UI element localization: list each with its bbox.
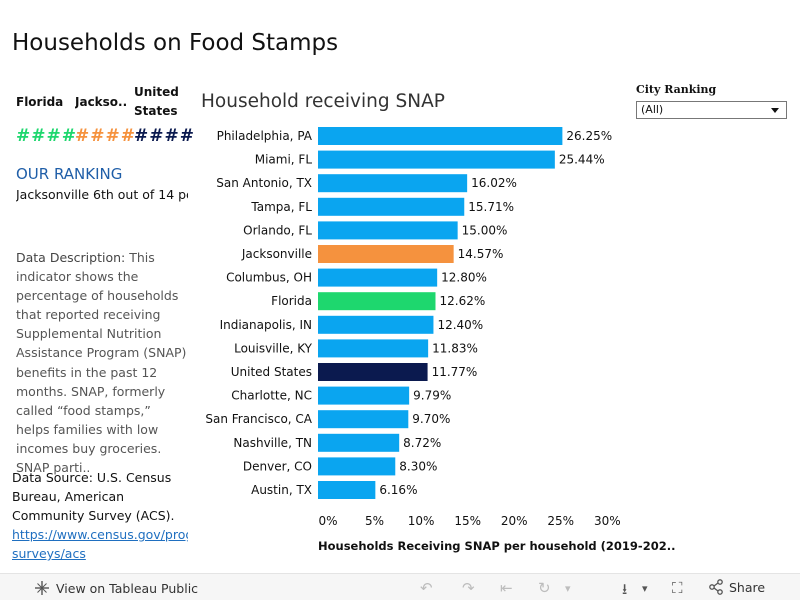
bar-austin-tx[interactable] bbox=[318, 481, 376, 499]
category-label-jacksonville: Jacksonville bbox=[241, 247, 312, 261]
x-tick-label-1: 5% bbox=[365, 514, 384, 528]
category-label-san-francisco-ca: San Francisco, CA bbox=[205, 412, 312, 426]
category-label-nashville-tn: Nashville, TN bbox=[233, 436, 312, 450]
x-tick-label-5: 25% bbox=[547, 514, 574, 528]
bar-san-francisco-ca[interactable] bbox=[318, 410, 409, 429]
city-ranking-dropdown[interactable]: (All) bbox=[636, 101, 787, 119]
value-label-louisville-ky: 11.83% bbox=[432, 341, 478, 355]
value-label-orlando-fl: 15.00% bbox=[462, 223, 508, 237]
value-label-san-antonio-tx: 16.02% bbox=[471, 176, 517, 190]
legend-jacksonville-value: #### bbox=[75, 126, 136, 146]
legend-florida-label: Florida bbox=[16, 95, 64, 109]
download-icon[interactable]: ⭳ bbox=[622, 580, 628, 598]
category-label-columbus-oh: Columbus, OH bbox=[226, 271, 312, 285]
undo-icon[interactable]: ↶ bbox=[420, 579, 433, 597]
snap-bar-chart: Philadelphia, PA 26.25% Miami, FL 25.44% San… bbox=[205, 127, 675, 553]
bar-tampa-fl[interactable] bbox=[318, 197, 465, 216]
category-label-tampa-fl: Tampa, FL bbox=[250, 200, 312, 214]
category-label-orlando-fl: Orlando, FL bbox=[243, 223, 312, 237]
download-dropdown-icon[interactable]: ▾ bbox=[642, 582, 648, 595]
data-source-link-line2[interactable]: surveys/acs bbox=[12, 546, 86, 561]
bar-denver-co[interactable] bbox=[318, 457, 396, 476]
value-label-jacksonville: 14.57% bbox=[458, 247, 504, 261]
category-label-indianapolis-in: Indianapolis, IN bbox=[220, 318, 312, 332]
x-tick-label-3: 15% bbox=[454, 514, 481, 528]
data-description: Data Description: This indicator shows t… bbox=[16, 248, 188, 477]
category-label-united-states: United States bbox=[231, 365, 312, 379]
x-tick-label-6: 30% bbox=[594, 514, 621, 528]
category-label-miami-fl: Miami, FL bbox=[255, 153, 313, 167]
value-label-united-states: 11.77% bbox=[432, 365, 478, 379]
category-label-denver-co: Denver, CO bbox=[243, 459, 312, 473]
fullscreen-icon[interactable]: ⛶ bbox=[672, 579, 683, 597]
category-label-austin-tx: Austin, TX bbox=[251, 483, 312, 497]
chevron-down-icon bbox=[771, 108, 779, 113]
category-label-florida: Florida bbox=[271, 294, 312, 308]
view-on-tableau-link[interactable]: View on Tableau Public bbox=[34, 580, 198, 596]
value-label-indianapolis-in: 12.40% bbox=[437, 318, 483, 332]
legend-united-states-label: United States bbox=[134, 85, 179, 118]
tableau-logo-icon bbox=[35, 581, 49, 595]
data-source: Data Source: U.S. Census Bureau, America… bbox=[12, 468, 188, 563]
value-label-charlotte-nc: 9.79% bbox=[413, 389, 451, 403]
refresh-icon[interactable]: ↻ bbox=[538, 579, 551, 597]
bar-jacksonville[interactable] bbox=[318, 245, 454, 263]
x-tick-label-0: 0% bbox=[318, 514, 337, 528]
share-button[interactable]: Share bbox=[708, 579, 765, 595]
value-label-tampa-fl: 15.71% bbox=[468, 200, 514, 214]
ranking-text: Jacksonville 6th out of 14 pe bbox=[16, 187, 188, 202]
category-label-san-antonio-tx: San Antonio, TX bbox=[216, 176, 312, 190]
x-axis-title: Households Receiving SNAP per household … bbox=[318, 539, 675, 553]
data-source-text: Data Source: U.S. Census Bureau, America… bbox=[12, 470, 175, 523]
bar-united-states[interactable] bbox=[318, 363, 428, 381]
bar-indianapolis-in[interactable] bbox=[318, 315, 434, 334]
value-label-denver-co: 8.30% bbox=[399, 459, 437, 473]
data-source-link-line1[interactable]: https://www.census.gov/prog bbox=[12, 527, 188, 542]
revert-icon[interactable]: ⇤ bbox=[500, 579, 513, 597]
bar-florida[interactable] bbox=[318, 292, 436, 311]
bar-miami-fl[interactable] bbox=[318, 150, 555, 169]
bar-nashville-tn[interactable] bbox=[318, 433, 400, 452]
page-title: Households on Food Stamps bbox=[12, 30, 339, 56]
chart-title: Household receiving SNAP bbox=[201, 91, 445, 112]
data-description-text: This indicator shows the percentage of h… bbox=[16, 250, 187, 476]
city-ranking-filter-label: City Ranking bbox=[636, 83, 717, 96]
city-ranking-selected-value: (All) bbox=[641, 103, 664, 116]
x-tick-label-2: 10% bbox=[408, 514, 435, 528]
refresh-dropdown-icon[interactable]: ▾ bbox=[565, 582, 571, 595]
category-label-charlotte-nc: Charlotte, NC bbox=[231, 389, 312, 403]
value-label-philadelphia-pa: 26.25% bbox=[566, 129, 612, 143]
share-icon bbox=[709, 579, 723, 595]
value-label-austin-tx: 6.16% bbox=[379, 483, 417, 497]
value-label-san-francisco-ca: 9.70% bbox=[412, 412, 450, 426]
value-label-columbus-oh: 12.80% bbox=[441, 271, 487, 285]
bar-louisville-ky[interactable] bbox=[318, 339, 429, 358]
category-label-philadelphia-pa: Philadelphia, PA bbox=[217, 129, 313, 143]
legend-united-states-value: #### bbox=[134, 126, 195, 146]
legend-florida-value: #### bbox=[16, 126, 77, 146]
category-label-louisville-ky: Louisville, KY bbox=[234, 341, 313, 355]
share-label: Share bbox=[729, 579, 766, 595]
ranking-title: OUR RANKING bbox=[16, 165, 123, 183]
bar-orlando-fl[interactable] bbox=[318, 221, 458, 240]
bar-san-antonio-tx[interactable] bbox=[318, 174, 468, 193]
data-description-label: Data Description: bbox=[16, 250, 126, 265]
view-on-tableau-label: View on Tableau Public bbox=[56, 580, 199, 596]
redo-icon[interactable]: ↷ bbox=[462, 579, 475, 597]
value-label-miami-fl: 25.44% bbox=[559, 153, 605, 167]
x-tick-label-4: 20% bbox=[501, 514, 528, 528]
value-label-nashville-tn: 8.72% bbox=[403, 436, 441, 450]
value-label-florida: 12.62% bbox=[439, 294, 485, 308]
tableau-footer: View on Tableau Public ↶ ↷ ⇤ ↻ ▾ ⭳ ▾ ⛶ S… bbox=[0, 573, 800, 600]
legend-jacksonville-label: Jackso.. bbox=[75, 95, 127, 109]
bar-charlotte-nc[interactable] bbox=[318, 386, 410, 405]
bar-columbus-oh[interactable] bbox=[318, 268, 438, 287]
bar-philadelphia-pa[interactable] bbox=[318, 127, 563, 145]
